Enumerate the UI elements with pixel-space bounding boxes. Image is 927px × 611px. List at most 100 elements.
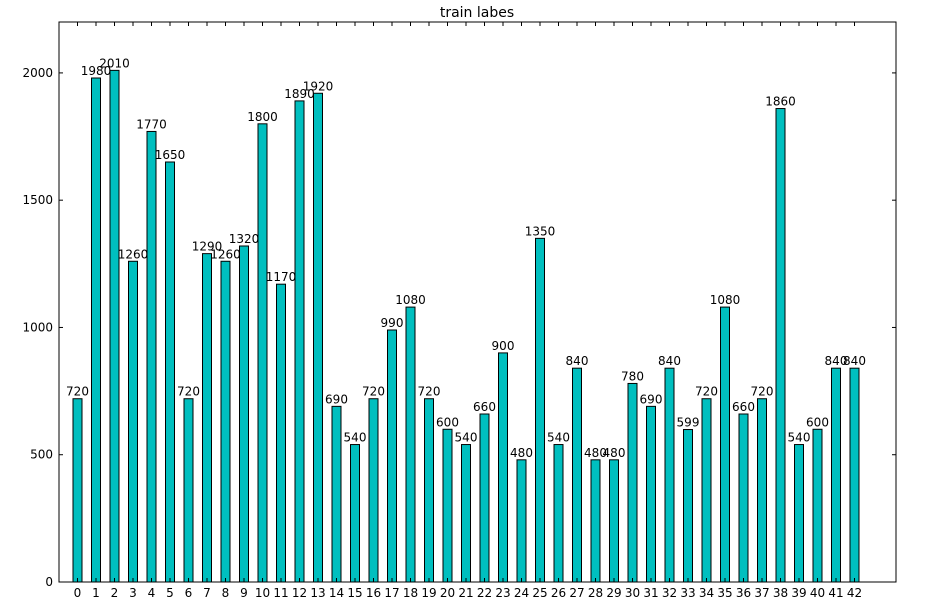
x-tick-label-34: 34 (699, 586, 714, 600)
x-tick-label-25: 25 (532, 586, 547, 600)
data-label-5: 1650 (155, 148, 186, 162)
bar-41 (831, 367, 841, 583)
bar-36 (738, 413, 749, 583)
x-tick-label-16: 16 (366, 586, 381, 600)
bar-10 (257, 123, 268, 583)
bar-35 (720, 306, 730, 583)
x-tick-label-4: 4 (148, 586, 156, 600)
x-tick-label-22: 22 (477, 586, 492, 600)
chart-title: train labes (440, 5, 514, 21)
y-tick-label-2000: 2000 (22, 66, 53, 80)
data-label-3: 1260 (118, 247, 149, 261)
data-label-38: 1860 (765, 95, 796, 109)
bar-39 (794, 444, 804, 583)
x-tick-label-40: 40 (810, 586, 825, 600)
x-tick-label-5: 5 (166, 586, 174, 600)
bar-4 (146, 130, 157, 583)
data-label-22: 660 (473, 400, 496, 414)
data-label-27: 840 (566, 354, 589, 368)
bar-33 (683, 429, 693, 583)
bar-14 (331, 405, 342, 583)
data-label-41: 840 (825, 354, 848, 368)
x-tick-label-10: 10 (255, 586, 270, 600)
x-tick-label-39: 39 (791, 586, 806, 600)
x-tick-label-28: 28 (588, 586, 603, 600)
data-label-7: 1290 (192, 240, 223, 254)
x-tick-label-37: 37 (754, 586, 769, 600)
data-label-34: 720 (695, 385, 718, 399)
bar-18 (405, 306, 416, 583)
bar-34 (701, 398, 712, 583)
y-tick-label-0: 0 (45, 575, 53, 589)
data-label-17: 990 (381, 316, 404, 330)
bar-42 (849, 367, 860, 583)
bar-7 (202, 253, 212, 583)
bar-0 (72, 398, 83, 583)
x-tick-label-2: 2 (111, 586, 119, 600)
data-label-15: 540 (344, 431, 367, 445)
x-tick-label-13: 13 (310, 586, 325, 600)
x-tick-label-0: 0 (74, 586, 82, 600)
data-label-29: 480 (603, 446, 626, 460)
bar-28 (590, 459, 601, 583)
data-label-0: 720 (66, 385, 89, 399)
data-label-2: 2010 (99, 56, 130, 70)
x-tick-label-27: 27 (569, 586, 584, 600)
bar-38 (775, 108, 786, 583)
data-label-37: 720 (751, 385, 774, 399)
bar-31 (646, 405, 656, 583)
x-tick-label-42: 42 (847, 586, 862, 600)
bar-13 (313, 92, 323, 583)
x-tick-label-9: 9 (240, 586, 248, 600)
data-label-21: 540 (455, 431, 478, 445)
x-tick-label-15: 15 (347, 586, 362, 600)
data-label-35: 1080 (710, 293, 741, 307)
data-label-14: 690 (325, 392, 348, 406)
x-tick-label-35: 35 (717, 586, 732, 600)
data-label-18: 1080 (395, 293, 426, 307)
data-label-40: 600 (806, 415, 829, 429)
bar-12 (294, 100, 305, 583)
data-label-33: 599 (677, 416, 700, 430)
x-tick-label-33: 33 (680, 586, 695, 600)
data-label-20: 600 (436, 415, 459, 429)
data-label-11: 1170 (266, 270, 297, 284)
data-label-6: 720 (177, 385, 200, 399)
bar-17 (387, 329, 397, 583)
bar-9 (239, 245, 249, 583)
data-label-32: 840 (658, 354, 681, 368)
bar-6 (183, 398, 194, 583)
bar-19 (424, 398, 434, 583)
bar-23 (498, 352, 508, 583)
x-tick-label-38: 38 (773, 586, 788, 600)
bar-32 (664, 367, 675, 583)
x-tick-label-20: 20 (440, 586, 455, 600)
bar-37 (757, 398, 767, 583)
x-tick-label-8: 8 (222, 586, 230, 600)
data-label-26: 540 (547, 431, 570, 445)
data-label-39: 540 (788, 431, 811, 445)
data-label-36: 660 (732, 400, 755, 414)
x-tick-label-12: 12 (292, 586, 307, 600)
bar-24 (516, 459, 527, 583)
bar-29 (609, 459, 619, 583)
x-tick-label-19: 19 (421, 586, 436, 600)
x-tick-label-14: 14 (329, 586, 344, 600)
data-label-10: 1800 (247, 110, 278, 124)
data-label-30: 780 (621, 369, 644, 383)
data-label-12: 1890 (284, 87, 315, 101)
x-tick-label-11: 11 (273, 586, 288, 600)
data-label-13: 1920 (303, 79, 334, 93)
data-label-23: 900 (492, 339, 515, 353)
x-tick-label-21: 21 (458, 586, 473, 600)
bars-layer (72, 69, 860, 583)
x-tick-label-31: 31 (643, 586, 658, 600)
bar-5 (165, 161, 175, 583)
data-label-31: 690 (640, 392, 663, 406)
x-tick-label-7: 7 (203, 586, 211, 600)
bar-1 (91, 77, 101, 583)
data-label-25: 1350 (525, 224, 556, 238)
y-tick-label-1000: 1000 (22, 320, 53, 334)
plot-frame (58, 21, 897, 583)
